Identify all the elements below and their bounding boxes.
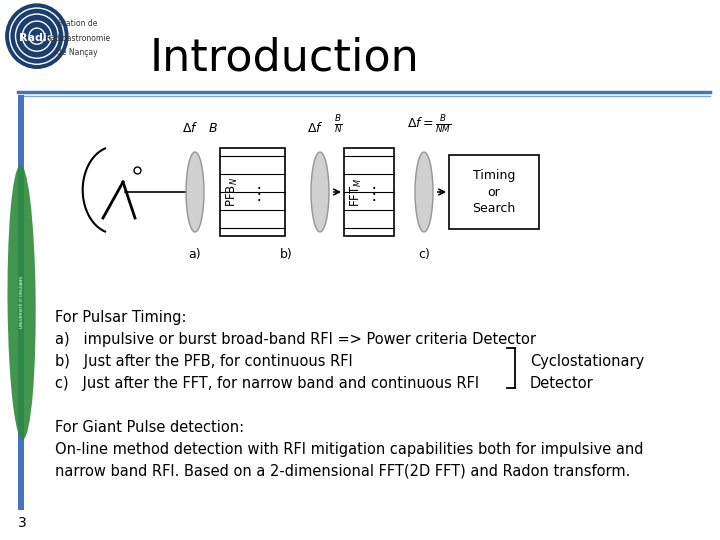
Text: $\mathrm{PFB}_N$: $\mathrm{PFB}_N$ — [225, 177, 240, 207]
Text: b): b) — [280, 248, 292, 261]
Bar — [220, 148, 285, 236]
Text: Search: Search — [472, 202, 516, 215]
Text: $\frac{B}{N}$: $\frac{B}{N}$ — [334, 113, 342, 135]
Text: $\Delta f$: $\Delta f$ — [181, 121, 198, 135]
Text: For Pulsar Timing:: For Pulsar Timing: — [55, 310, 186, 325]
Text: On-line method detection with RFI mitigation capabilities both for impulsive and: On-line method detection with RFI mitiga… — [55, 442, 644, 457]
Text: or: or — [487, 186, 500, 199]
Text: Introduction: Introduction — [150, 37, 420, 79]
Text: $\mathrm{FFT}_M$: $\mathrm{FFT}_M$ — [348, 177, 364, 207]
Text: de Nançay: de Nançay — [58, 48, 98, 57]
Bar — [344, 148, 394, 236]
Text: UNIVERSITÉ D'ORLÉANS: UNIVERSITÉ D'ORLÉANS — [19, 276, 24, 328]
Text: c): c) — [418, 248, 430, 261]
Text: For Giant Pulse detection:: For Giant Pulse detection: — [55, 420, 244, 435]
Circle shape — [6, 4, 68, 68]
Text: $\Delta f$: $\Delta f$ — [307, 121, 323, 135]
Text: Timing: Timing — [473, 169, 516, 182]
Text: 3: 3 — [18, 516, 27, 530]
Text: a)   impulsive or burst broad-band RFI => Power criteria Detector: a) impulsive or burst broad-band RFI => … — [55, 332, 536, 347]
Text: $\Delta f = \frac{B}{NM}$: $\Delta f = \frac{B}{NM}$ — [407, 113, 451, 135]
Text: Detector: Detector — [530, 376, 594, 391]
Text: Cyclostationary: Cyclostationary — [530, 354, 644, 369]
Text: ⋮: ⋮ — [251, 185, 267, 203]
Text: ⋮: ⋮ — [366, 185, 382, 203]
Ellipse shape — [186, 152, 204, 232]
Text: narrow band RFI. Based on a 2-dimensional FFT(2D FFT) and Radon transform.: narrow band RFI. Based on a 2-dimensiona… — [55, 464, 631, 479]
Text: a): a) — [189, 248, 202, 261]
Text: $B$: $B$ — [208, 122, 218, 135]
Ellipse shape — [415, 152, 433, 232]
Text: Radio: Radio — [19, 33, 55, 43]
Bar — [449, 155, 539, 229]
Bar — [18, 95, 24, 510]
Ellipse shape — [7, 165, 36, 440]
Text: Station de: Station de — [58, 19, 97, 28]
Ellipse shape — [311, 152, 329, 232]
Text: b)   Just after the PFB, for continuous RFI: b) Just after the PFB, for continuous RF… — [55, 354, 353, 369]
Text: Radioastronomie: Radioastronomie — [45, 33, 110, 43]
Text: c)   Just after the FFT, for narrow band and continuous RFI: c) Just after the FFT, for narrow band a… — [55, 376, 479, 391]
